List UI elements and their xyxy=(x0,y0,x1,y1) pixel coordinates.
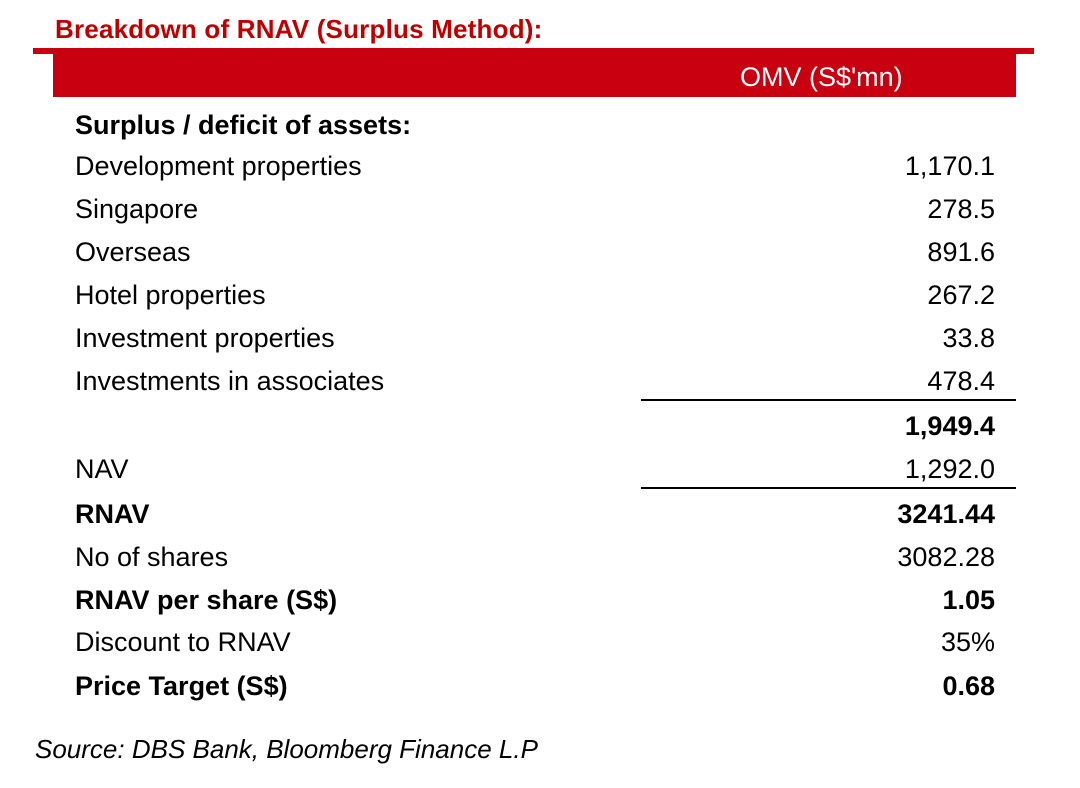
table-row: Discount to RNAV 35% xyxy=(0,622,1080,662)
table-row: Singapore 278.5 xyxy=(0,189,1080,229)
row-label: Development properties xyxy=(75,151,362,181)
column-header-omv: OMV (S$'mn) xyxy=(740,62,903,92)
row-value: 33.8 xyxy=(942,323,995,353)
row-label: Singapore xyxy=(75,194,199,224)
row-label: Investments in associates xyxy=(75,366,385,396)
header-band xyxy=(53,54,1016,97)
table-row-highlight: Price Target (S$) 0.68 xyxy=(0,666,1080,706)
table-row: Hotel properties 267.2 xyxy=(0,275,1080,315)
table-row: Development properties 1,170.1 xyxy=(0,146,1080,186)
source-note: Source: DBS Bank, Bloomberg Finance L.P xyxy=(35,734,538,764)
row-label: Surplus / deficit of assets: xyxy=(75,110,412,140)
table-row: Overseas 891.6 xyxy=(0,232,1080,272)
table-row-total: RNAV 3241.44 xyxy=(0,494,1080,534)
row-value: 1,292.0 xyxy=(904,454,995,484)
title-underline xyxy=(33,48,1034,54)
row-value: 278.5 xyxy=(927,194,995,224)
row-label: Discount to RNAV xyxy=(75,627,291,657)
row-label: NAV xyxy=(75,454,129,484)
row-label: RNAV xyxy=(75,499,150,529)
row-value: 3241.44 xyxy=(897,499,995,529)
row-label: Investment properties xyxy=(75,323,335,353)
row-label: Price Target (S$) xyxy=(75,671,288,701)
row-value: 35% xyxy=(940,627,995,657)
row-value: 1.05 xyxy=(942,585,995,615)
table-row-highlight: RNAV per share (S$) 1.05 xyxy=(0,580,1080,620)
table-row: No of shares 3082.28 xyxy=(0,537,1080,577)
table-row: Investment properties 33.8 xyxy=(0,318,1080,358)
table-row: NAV 1,292.0 xyxy=(0,449,1080,489)
row-value: 1,170.1 xyxy=(904,151,995,181)
row-label: No of shares xyxy=(75,542,229,572)
row-value: 891.6 xyxy=(927,237,995,267)
row-value: 1,949.4 xyxy=(904,411,995,441)
row-value: 0.68 xyxy=(942,671,995,701)
table-row-section-heading: Surplus / deficit of assets: xyxy=(0,105,1080,145)
subtotal-rule xyxy=(641,399,1016,401)
table-title: Breakdown of RNAV (Surplus Method): xyxy=(55,14,543,44)
row-value: 478.4 xyxy=(927,366,995,396)
row-label: RNAV per share (S$) xyxy=(75,585,338,615)
total-rule xyxy=(641,487,1016,489)
row-value: 267.2 xyxy=(927,280,995,310)
row-label: Overseas xyxy=(75,237,191,267)
table-row-subtotal: 1,949.4 xyxy=(0,406,1080,446)
row-label: Hotel properties xyxy=(75,280,266,310)
row-value: 3082.28 xyxy=(897,542,995,572)
table-row: Investments in associates 478.4 xyxy=(0,361,1080,401)
